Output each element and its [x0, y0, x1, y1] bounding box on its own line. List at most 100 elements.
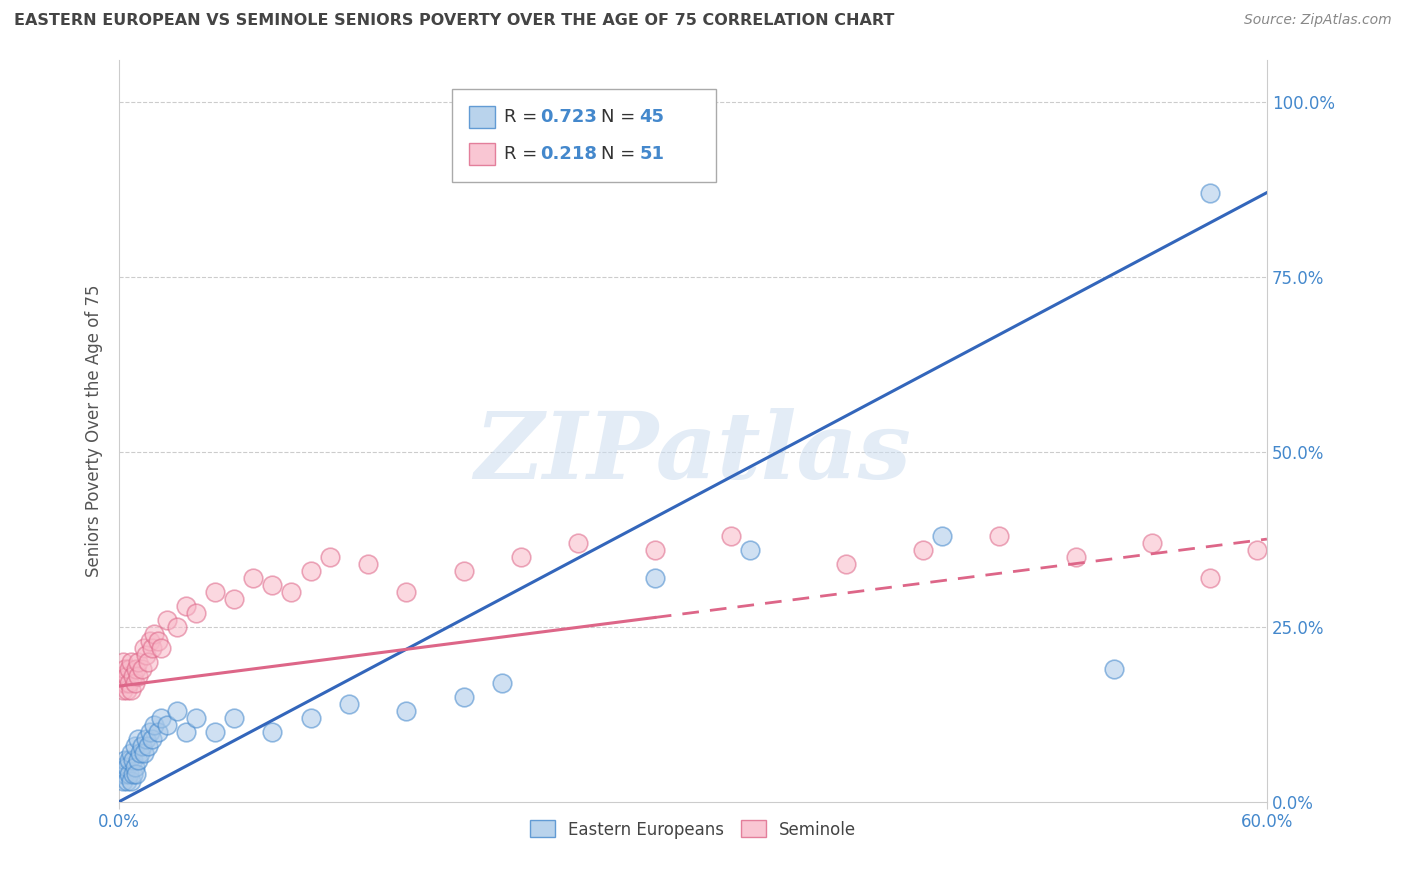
Point — [184, 606, 207, 620]
Point — [110, 675, 132, 690]
Text: 0.218: 0.218 — [540, 145, 598, 163]
Text: Source: ZipAtlas.com: Source: ZipAtlas.com — [1244, 13, 1392, 28]
Point — [114, 662, 136, 676]
Text: N =: N = — [602, 145, 641, 163]
Point — [280, 584, 302, 599]
Point — [395, 584, 418, 599]
FancyBboxPatch shape — [453, 89, 716, 182]
Point — [156, 613, 179, 627]
Point — [357, 557, 380, 571]
Point — [112, 773, 135, 788]
Point — [184, 710, 207, 724]
Point — [911, 542, 934, 557]
Point — [146, 724, 169, 739]
Point — [174, 599, 197, 613]
Point — [121, 753, 143, 767]
Point — [1140, 535, 1163, 549]
Point — [318, 549, 340, 564]
Point — [1198, 186, 1220, 200]
Point — [129, 746, 152, 760]
Point — [222, 710, 245, 724]
Point — [118, 753, 141, 767]
FancyBboxPatch shape — [470, 105, 495, 128]
Point — [156, 717, 179, 731]
Point — [174, 724, 197, 739]
Point — [125, 766, 148, 780]
Point — [118, 662, 141, 676]
Point — [115, 773, 138, 788]
Point — [115, 682, 138, 697]
Point — [491, 675, 513, 690]
Point — [931, 528, 953, 542]
Point — [120, 746, 142, 760]
Point — [127, 655, 149, 669]
Text: 51: 51 — [640, 145, 664, 163]
Point — [124, 739, 146, 753]
Point — [112, 655, 135, 669]
Point — [337, 697, 360, 711]
Point — [204, 724, 226, 739]
Point — [204, 584, 226, 599]
Text: 0.723: 0.723 — [540, 108, 598, 126]
Point — [114, 753, 136, 767]
Point — [510, 549, 533, 564]
Point — [988, 528, 1011, 542]
Point — [150, 710, 173, 724]
Point — [110, 668, 132, 682]
Point — [135, 731, 157, 746]
Y-axis label: Seniors Poverty Over the Age of 75: Seniors Poverty Over the Age of 75 — [86, 285, 103, 577]
Point — [644, 542, 666, 557]
Point — [134, 640, 156, 655]
Point — [299, 564, 322, 578]
Point — [115, 759, 138, 773]
Point — [222, 591, 245, 606]
Point — [146, 633, 169, 648]
Point — [1064, 549, 1087, 564]
Point — [567, 535, 589, 549]
Point — [166, 619, 188, 633]
Point — [262, 724, 284, 739]
Point — [139, 724, 162, 739]
Point — [118, 675, 141, 690]
Text: 45: 45 — [640, 108, 664, 126]
Legend: Eastern Europeans, Seminole: Eastern Europeans, Seminole — [523, 814, 863, 846]
Point — [453, 564, 475, 578]
Point — [142, 717, 165, 731]
Text: EASTERN EUROPEAN VS SEMINOLE SENIORS POVERTY OVER THE AGE OF 75 CORRELATION CHAR: EASTERN EUROPEAN VS SEMINOLE SENIORS POV… — [14, 13, 894, 29]
Point — [720, 528, 742, 542]
Point — [120, 655, 142, 669]
Point — [141, 640, 163, 655]
Point — [453, 690, 475, 704]
Point — [124, 675, 146, 690]
Text: R =: R = — [503, 145, 543, 163]
FancyBboxPatch shape — [470, 143, 495, 165]
Point — [110, 766, 132, 780]
Point — [136, 739, 159, 753]
Point — [112, 682, 135, 697]
Point — [121, 766, 143, 780]
Point — [395, 704, 418, 718]
Point — [121, 668, 143, 682]
Point — [1102, 662, 1125, 676]
Point — [114, 766, 136, 780]
Point — [112, 759, 135, 773]
Point — [127, 731, 149, 746]
Point — [124, 759, 146, 773]
Point — [120, 682, 142, 697]
Point — [644, 571, 666, 585]
Point — [299, 710, 322, 724]
Point — [118, 766, 141, 780]
Point — [135, 648, 157, 662]
Point — [835, 557, 858, 571]
Point — [131, 739, 153, 753]
Point — [134, 746, 156, 760]
Point — [1246, 542, 1268, 557]
Point — [127, 668, 149, 682]
Text: N =: N = — [602, 108, 641, 126]
Point — [150, 640, 173, 655]
Point — [1198, 571, 1220, 585]
Point — [114, 675, 136, 690]
Point — [127, 753, 149, 767]
Point — [139, 633, 162, 648]
Point — [142, 626, 165, 640]
